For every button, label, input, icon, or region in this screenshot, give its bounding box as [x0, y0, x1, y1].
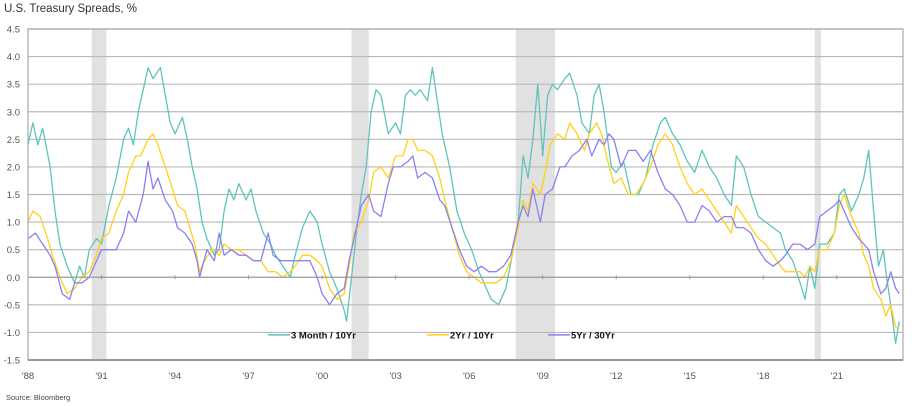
source-note: Source: Bloomberg [6, 393, 71, 402]
x-tick-label: '06 [463, 371, 475, 382]
y-tick-label: -1.0 [4, 328, 20, 339]
y-tick-label: -0.5 [4, 300, 20, 311]
y-axis-ticks: 4.5 4.0 3.5 3.0 2.5 2.0 1.5 1.0 0.5 0.0 -0.5 -1.0 -1… [4, 25, 20, 367]
legend-label: 2Yr / 10Yr [450, 330, 494, 341]
x-tick-label: '21 [831, 371, 843, 382]
legend-label: 3 Month / 10Yr [291, 330, 356, 341]
y-tick-label: 1.5 [7, 190, 20, 201]
x-axis-ticks: '88 '91 '94 '97 '00 '03 '06 '09 '12 '15 '18 '21 [22, 275, 843, 382]
series-lines [27, 66, 900, 345]
x-tick-label: '88 [22, 371, 34, 382]
y-tick-label: 1.0 [7, 218, 20, 229]
x-tick-label: '94 [169, 371, 181, 382]
x-tick-label: '03 [389, 371, 401, 382]
y-tick-label: 4.5 [7, 25, 20, 36]
y-tick-label: 4.0 [7, 52, 20, 63]
y-tick-label: 3.0 [7, 107, 20, 118]
y-tick-label: 3.5 [7, 80, 20, 91]
series-line-5yr-30yr [27, 133, 900, 306]
series-line-2yr-10yr [27, 122, 900, 328]
x-tick-label: '09 [537, 371, 549, 382]
chart-title: U.S. Treasury Spreads, % [4, 3, 137, 15]
x-tick-label: '91 [95, 371, 107, 382]
legend-item: 5Yr / 30Yr [548, 330, 615, 341]
legend-item: 3 Month / 10Yr [268, 330, 356, 341]
x-tick-label: '97 [242, 371, 254, 382]
x-tick-label: '00 [316, 371, 328, 382]
x-tick-label: '15 [684, 371, 696, 382]
series-line-3-month-10yr [27, 66, 900, 345]
legend-item: 2Yr / 10Yr [427, 330, 494, 341]
legend: 3 Month / 10Yr 2Yr / 10Yr 5Yr / 30Yr [268, 330, 615, 341]
y-tick-label: -1.5 [4, 356, 20, 367]
y-tick-label: 0.0 [7, 273, 20, 284]
legend-label: 5Yr / 30Yr [571, 330, 615, 341]
gridlines [28, 28, 903, 361]
y-tick-label: 2.5 [7, 135, 20, 146]
y-tick-label: 2.0 [7, 162, 20, 173]
x-tick-label: '18 [757, 371, 769, 382]
y-tick-label: 0.5 [7, 245, 20, 256]
x-tick-label: '12 [610, 371, 622, 382]
